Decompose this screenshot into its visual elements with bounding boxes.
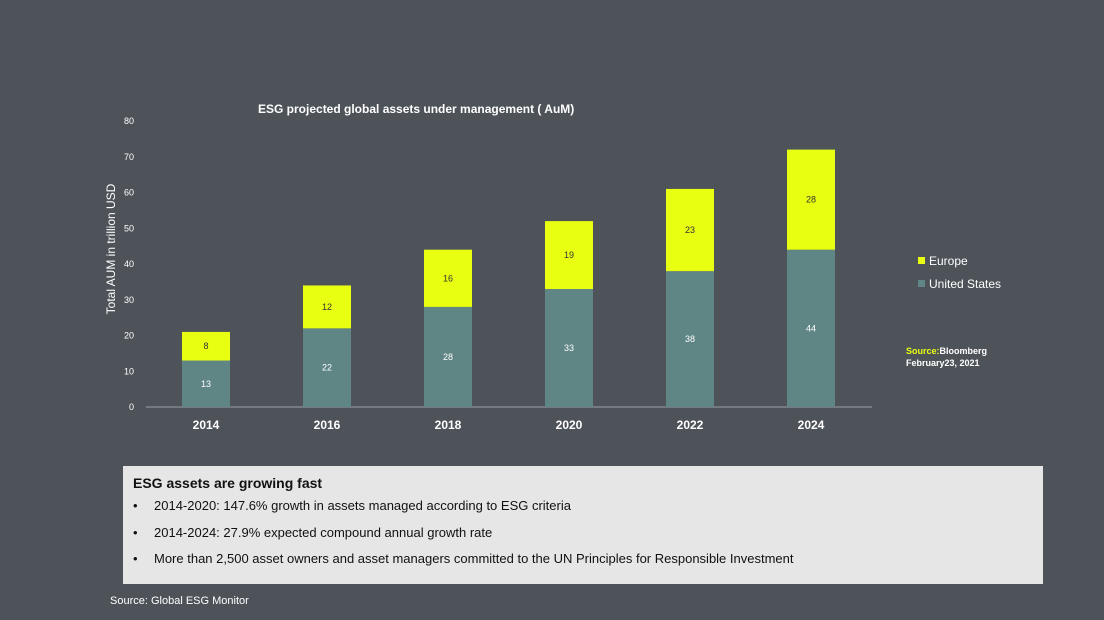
y-tick-label: 40 — [124, 259, 134, 269]
footer-source: Source: Global ESG Monitor — [110, 595, 249, 607]
bar-segment-europe — [666, 188, 714, 272]
bar-segment-us — [424, 306, 472, 407]
y-tick-label: 10 — [124, 366, 134, 376]
bar-value-label: 12 — [322, 302, 332, 312]
legend-label: United States — [929, 277, 1001, 291]
legend-swatch — [918, 257, 925, 264]
y-tick-label: 70 — [124, 152, 134, 162]
esg-aum-chart: ESG projected global assets under manage… — [104, 102, 1001, 432]
y-tick-label: 0 — [129, 402, 134, 412]
bar-segment-us — [666, 271, 714, 407]
x-tick-label: 2024 — [798, 418, 825, 432]
x-tick-label: 2020 — [556, 418, 583, 432]
x-tick-label: 2016 — [314, 418, 341, 432]
y-tick-label: 20 — [124, 331, 134, 341]
chart-title: ESG projected global assets under manage… — [258, 102, 574, 116]
bullet-icon: • — [133, 524, 138, 540]
legend: Europe United States — [918, 254, 1001, 291]
y-axis-ticks: 0 10 20 30 40 50 60 70 80 — [124, 116, 134, 412]
bar-segment-us — [182, 360, 230, 407]
bullet-icon: • — [133, 551, 138, 566]
bar-segment-us — [545, 289, 593, 407]
bullet-icon: • — [133, 498, 138, 513]
x-tick-label: 2014 — [193, 418, 220, 432]
summary-list: • 2014-2020: 147.6% growth in assets mana… — [133, 498, 1033, 578]
bar-value-label: 38 — [685, 334, 695, 344]
svg-text:Source:Bloomberg: Source:Bloomberg — [906, 346, 987, 356]
bar-segment-europe — [303, 285, 351, 329]
x-tick-label: 2018 — [435, 418, 462, 432]
summary-bullet-text: More than 2,500 asset owners and asset m… — [154, 551, 794, 566]
source-name: Bloomberg — [940, 346, 988, 356]
y-tick-label: 30 — [124, 295, 134, 305]
bar-value-label: 44 — [806, 323, 816, 333]
y-tick-label: 80 — [124, 116, 134, 126]
x-tick-label: 2022 — [677, 418, 704, 432]
y-axis-label: Total AUM in trillion USD — [104, 183, 118, 314]
bar-value-label: 28 — [443, 352, 453, 362]
bars: 13 8 22 12 28 16 33 19 38 23 44 28 — [182, 149, 835, 407]
y-tick-label: 50 — [124, 223, 134, 233]
summary-bullet-2: • 2014-2024: 27.9% expected compound annu… — [133, 525, 1033, 552]
summary-bullet-3: • More than 2,500 asset owners and asset … — [133, 551, 1033, 578]
chart-source: Source:Bloomberg February23, 2021 — [906, 346, 987, 368]
bar-segment-europe — [545, 221, 593, 290]
bar-segment-europe — [424, 249, 472, 307]
bar-value-label: 16 — [443, 273, 453, 283]
bar-value-label: 8 — [203, 341, 208, 351]
bar-segment-us — [787, 249, 835, 407]
bar-value-label: 28 — [806, 195, 816, 205]
x-axis-ticks: 2014 2016 2018 2020 2022 2024 — [193, 418, 825, 432]
summary-box: ESG assets are growing fast • 2014-2020: … — [123, 466, 1043, 584]
summary-bullet-1: • 2014-2020: 147.6% growth in assets mana… — [133, 498, 1033, 525]
bar-segment-us — [303, 328, 351, 407]
bar-value-label: 13 — [201, 379, 211, 389]
y-tick-label: 60 — [124, 188, 134, 198]
summary-bullet-text: 2014-2020: 147.6% growth in assets manag… — [154, 498, 571, 513]
bar-value-label: 22 — [322, 363, 332, 373]
summary-heading: ESG assets are growing fast — [133, 475, 323, 491]
legend-label: Europe — [929, 254, 968, 268]
bar-segment-europe — [787, 149, 835, 250]
bar-value-label: 23 — [685, 225, 695, 235]
legend-swatch — [918, 280, 925, 287]
source-date: February23, 2021 — [906, 358, 980, 368]
bar-value-label: 19 — [564, 250, 574, 260]
summary-bullet-text: 2014-2024: 27.9% expected compound annua… — [154, 524, 493, 540]
source-label: Source: — [906, 346, 940, 356]
bar-value-label: 33 — [564, 343, 574, 353]
bar-segment-europe — [182, 331, 230, 361]
